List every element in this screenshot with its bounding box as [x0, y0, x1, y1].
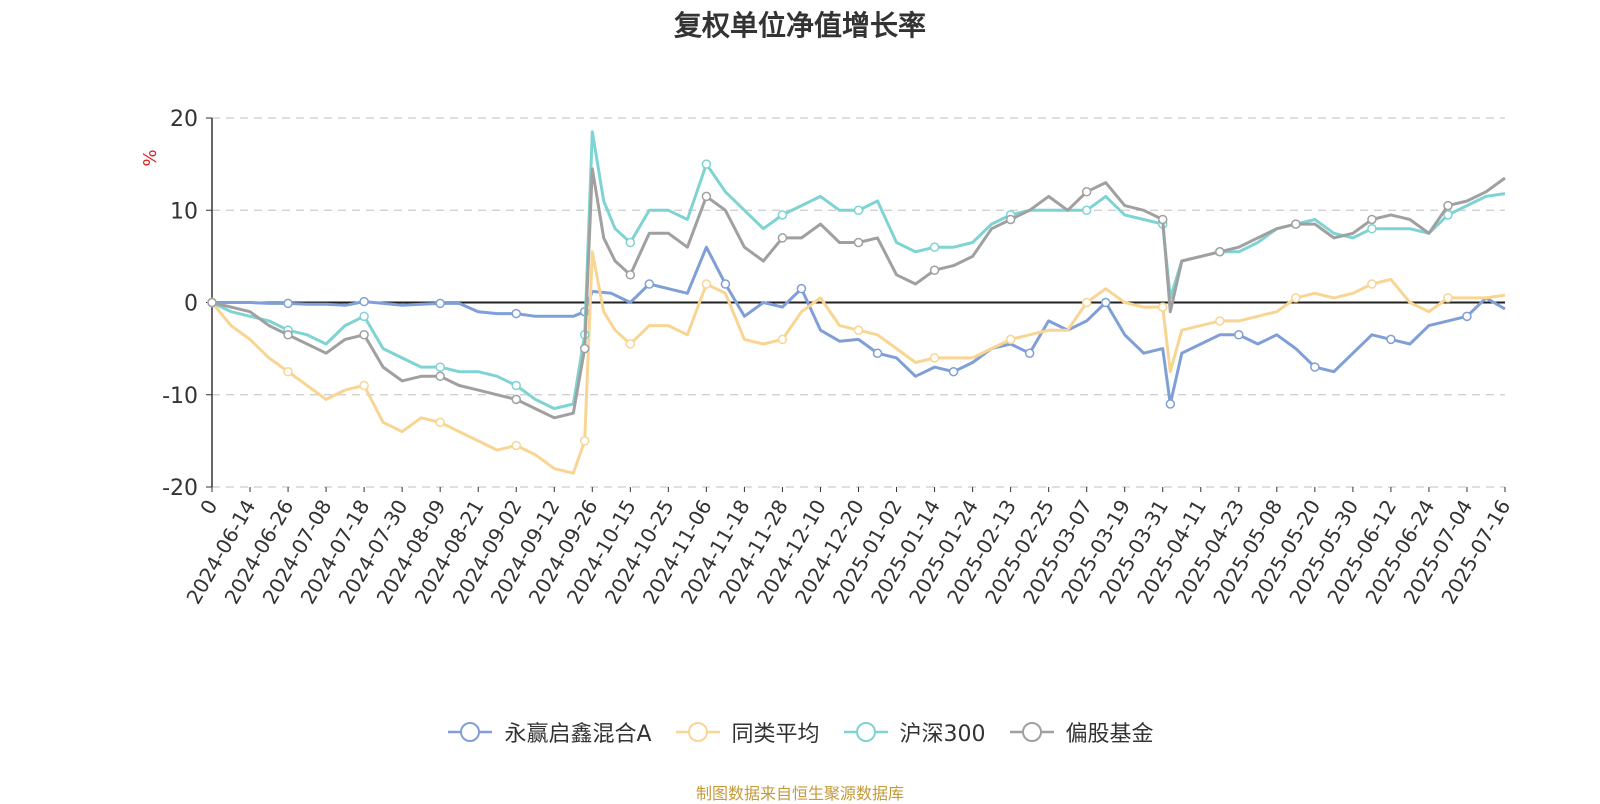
data-point — [853, 205, 864, 215]
data-point — [1005, 214, 1016, 225]
y-tick-label: 0 — [184, 292, 198, 317]
data-point — [720, 279, 731, 289]
data-point — [207, 297, 217, 308]
data-point — [579, 436, 590, 446]
legend-marker-icon — [1009, 722, 1054, 742]
data-point — [359, 311, 369, 322]
data-point — [1462, 311, 1472, 322]
data-point — [777, 334, 788, 345]
data-point — [701, 191, 712, 202]
data-point — [1081, 187, 1092, 197]
y-axis-label: % — [140, 149, 161, 166]
data-point — [1443, 200, 1453, 211]
data-point — [1215, 247, 1225, 257]
data-point — [948, 366, 959, 377]
legend-item[interactable]: 偏股基金 — [1008, 716, 1154, 748]
chart-title: 复权单位净值增长率 — [673, 9, 926, 42]
data-point — [701, 159, 712, 169]
data-point — [701, 279, 712, 289]
y-tick-label: 20 — [170, 107, 198, 132]
data-point — [1291, 293, 1301, 303]
data-point — [511, 394, 521, 405]
data-point — [872, 348, 883, 358]
y-tick-label: 10 — [170, 199, 198, 224]
data-point — [929, 242, 940, 252]
legend-label: 同类平均 — [731, 722, 820, 747]
series-line — [212, 245, 1506, 406]
data-point — [853, 325, 864, 335]
data-point — [359, 380, 369, 391]
data-point — [435, 362, 445, 372]
data-point — [1310, 362, 1320, 372]
data-point — [929, 265, 940, 275]
data-point — [1215, 316, 1225, 326]
data-point — [511, 380, 521, 391]
legend-item[interactable]: 同类平均 — [674, 716, 820, 748]
data-point — [625, 339, 636, 349]
data-point — [796, 283, 807, 294]
legend-label: 永赢启鑫混合A — [504, 722, 652, 747]
data-point — [929, 353, 940, 363]
data-point — [1234, 330, 1244, 340]
data-point — [511, 308, 521, 319]
data-point — [1081, 205, 1092, 215]
data-point — [435, 371, 445, 382]
legend-item[interactable]: 沪深300 — [842, 716, 986, 748]
data-point — [625, 237, 636, 248]
data-point — [644, 279, 655, 289]
data-point — [511, 440, 521, 451]
data-point — [1081, 297, 1092, 308]
legend-marker-icon — [448, 722, 493, 742]
data-point — [1100, 297, 1111, 308]
y-tick-label: -20 — [162, 476, 198, 501]
data-point — [283, 298, 293, 309]
legend-label: 沪深300 — [899, 722, 986, 747]
source-note: 制图数据来自恒生聚源数据库 — [695, 784, 904, 803]
data-point — [1367, 214, 1377, 225]
legend-marker-icon — [843, 722, 888, 742]
legend-item[interactable]: 永赢启鑫混合A — [446, 716, 652, 748]
data-point — [283, 366, 293, 377]
data-point — [579, 343, 590, 354]
data-point — [777, 233, 788, 243]
tick-labels: 20100-10-20%02024-06-142024-06-262024-07… — [140, 107, 1515, 608]
data-point — [625, 270, 636, 280]
data-point — [359, 296, 369, 307]
data-point — [1005, 334, 1016, 345]
series-lines — [207, 130, 1506, 475]
legend-label: 偏股基金 — [1065, 722, 1154, 747]
data-point — [359, 330, 369, 340]
data-point — [435, 417, 445, 428]
x-tick-label: 0 — [195, 496, 222, 519]
data-point — [283, 330, 293, 340]
data-point — [1367, 223, 1377, 234]
data-point — [1386, 334, 1396, 345]
data-point — [1443, 293, 1453, 303]
data-point — [435, 298, 445, 309]
legend-marker-icon — [675, 722, 720, 742]
data-point — [1367, 279, 1377, 289]
data-point — [777, 210, 788, 220]
data-point — [1157, 214, 1168, 225]
data-point — [1157, 302, 1168, 312]
data-point — [1443, 210, 1453, 220]
legend: 永赢启鑫混合A 同类平均 沪深300 偏股基金 — [0, 716, 1600, 748]
data-point — [853, 237, 864, 248]
data-point — [1165, 399, 1176, 409]
data-point — [1291, 219, 1301, 229]
data-point — [1024, 348, 1035, 358]
y-tick-label: -10 — [162, 384, 198, 409]
